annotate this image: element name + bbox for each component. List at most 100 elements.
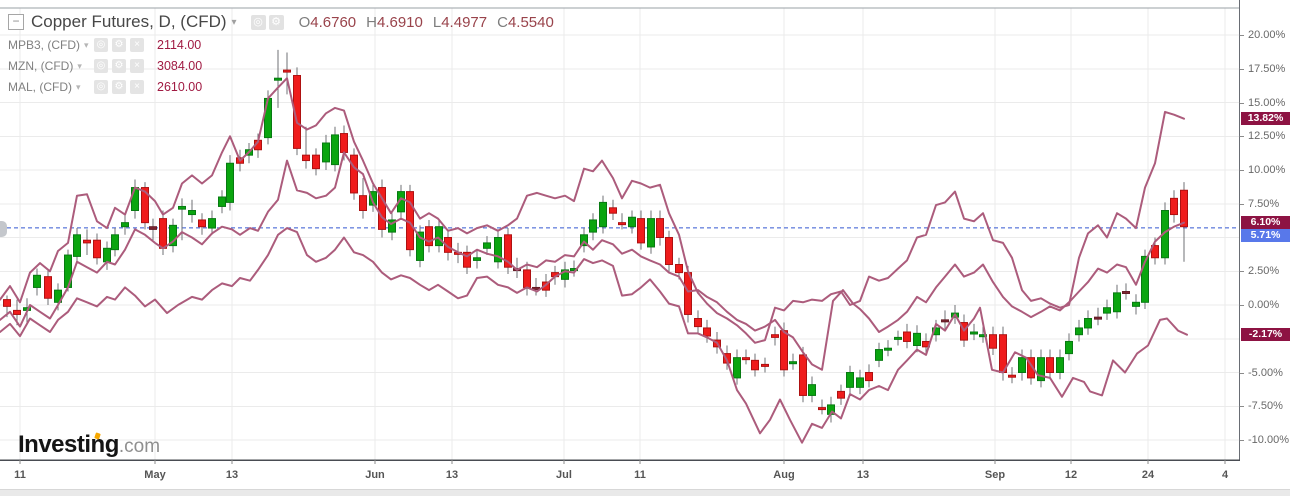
time-axis-label: Jul — [556, 469, 572, 481]
time-axis-label: Jun — [365, 469, 385, 481]
open-label: O — [298, 13, 311, 31]
price-tick-mark — [1240, 271, 1244, 273]
low-value: 4.4977 — [441, 13, 488, 31]
legend-value-mzn: 3084.00 — [157, 59, 203, 73]
candle-body — [761, 363, 769, 367]
candle-body — [302, 154, 310, 162]
chevron-down-icon[interactable]: ▾ — [231, 16, 237, 28]
settings-gear-icon[interactable]: ⚙ — [268, 14, 284, 30]
close-icon[interactable]: × — [130, 38, 144, 52]
chevron-down-icon[interactable]: ▾ — [77, 60, 82, 71]
candle-body — [970, 331, 978, 335]
price-tick-mark — [1240, 203, 1244, 205]
price-axis-label: 15.00% — [1248, 96, 1286, 109]
price-axis-label: 0.00% — [1248, 299, 1280, 311]
candle-body — [1141, 255, 1149, 303]
candle-body — [322, 142, 330, 163]
legend-row-mal: MAL, (CFD) ▾ ◎ ⚙ × 2610.00 — [8, 78, 202, 96]
bottom-scrollbar-strip[interactable] — [0, 489, 1290, 496]
candle-body — [703, 327, 711, 337]
settings-gear-icon[interactable]: ⚙ — [112, 59, 126, 73]
visibility-eye-icon[interactable]: ◎ — [250, 14, 266, 30]
price-tick-mark — [1240, 305, 1244, 306]
chart-header: − Copper Futures, D, (CFD) ▾ ◎ ⚙ O4.6760… — [8, 12, 564, 32]
price-axis-label: -10.00% — [1248, 434, 1289, 446]
candle-body — [561, 269, 569, 280]
last-price-badge: 5.71% — [1241, 229, 1290, 243]
scroll-left-tab[interactable] — [0, 221, 7, 237]
price-tick-mark — [1240, 102, 1244, 104]
candle-body — [647, 218, 655, 248]
candle-body — [378, 187, 386, 230]
candle-body — [33, 274, 41, 288]
time-scale-axis[interactable]: 11 May 13 Jun 13 Jul 11 Aug 13 Sep 12 24 4 — [0, 461, 1240, 489]
price-axis-label: -7.50% — [1248, 400, 1283, 413]
chevron-down-icon[interactable]: ▾ — [76, 81, 81, 92]
candle-body — [93, 239, 101, 259]
candle-body — [293, 75, 301, 149]
close-icon[interactable]: × — [130, 59, 144, 73]
candle-body — [1018, 357, 1026, 373]
candle-body — [1151, 245, 1159, 259]
price-chart-canvas[interactable] — [0, 0, 1240, 496]
overlay-line-middle-band — [0, 151, 1185, 371]
price-tick-mark — [1240, 406, 1244, 408]
series-price-badge: -2.17% — [1241, 327, 1290, 341]
candle-body — [1046, 357, 1054, 373]
candle-body — [865, 372, 873, 382]
legend-value-mal: 2610.00 — [157, 80, 203, 94]
candle-body — [274, 77, 282, 81]
candle-body — [1094, 316, 1102, 320]
candle-body — [483, 242, 491, 249]
investing-logo[interactable]: Investing.com — [18, 431, 160, 459]
candle-body — [283, 69, 291, 73]
visibility-eye-icon[interactable]: ◎ — [94, 38, 108, 52]
price-scale-axis[interactable]: 20.00% 17.50% 15.00% 12.50% 10.00% 7.50% 2.50%… — [1240, 0, 1290, 460]
candle-body — [1065, 340, 1073, 355]
candle-body — [733, 357, 741, 379]
candle-body — [675, 264, 683, 274]
time-axis-label: May — [144, 469, 166, 481]
legend-symbol-mzn[interactable]: MZN, (CFD) — [8, 59, 74, 73]
candle-body — [618, 222, 626, 226]
symbol-title[interactable]: Copper Futures, D, (CFD) — [31, 12, 227, 31]
legend-value-mpb3: 2114.00 — [157, 38, 202, 52]
candle-body — [589, 219, 597, 233]
candle-body — [103, 247, 111, 263]
candle-body — [799, 354, 807, 396]
collapse-pane-icon[interactable]: − — [8, 14, 24, 30]
candle-body — [665, 237, 673, 265]
candle-body — [83, 239, 91, 244]
settings-gear-icon[interactable]: ⚙ — [112, 80, 126, 94]
candle-body — [1037, 357, 1045, 382]
candle-body — [149, 226, 157, 230]
candle-body — [435, 226, 443, 247]
settings-gear-icon[interactable]: ⚙ — [112, 38, 126, 52]
candle-body — [856, 377, 864, 388]
candle-body — [141, 187, 149, 224]
time-axis-label: 24 — [1141, 469, 1155, 481]
logo-suffix: .com — [118, 436, 161, 457]
candle-body — [913, 332, 921, 347]
candle-body — [208, 218, 216, 229]
price-tick-mark — [1240, 372, 1244, 374]
chevron-down-icon[interactable]: ▾ — [84, 39, 89, 50]
ohlc-readout: O4.6760 H4.6910 L4.4977 C4.5540 — [299, 14, 564, 31]
visibility-eye-icon[interactable]: ◎ — [94, 59, 108, 73]
time-axis-label: 4 — [1221, 469, 1229, 481]
candle-body — [226, 162, 234, 203]
series-price-badge: 13.82% — [1241, 111, 1290, 125]
candle-body — [1132, 301, 1140, 307]
candle-body — [1122, 291, 1130, 294]
time-axis-label: 11 — [634, 469, 646, 481]
legend-symbol-mal[interactable]: MAL, (CFD) — [8, 80, 72, 94]
legend-symbol-mpb3[interactable]: MPB3, (CFD) — [8, 38, 80, 52]
price-axis-label: 7.50% — [1248, 197, 1280, 210]
candle-body — [188, 210, 196, 216]
visibility-eye-icon[interactable]: ◎ — [94, 80, 108, 94]
price-axis-label: 17.50% — [1248, 62, 1286, 75]
candle-body — [264, 97, 272, 139]
candle-body — [941, 319, 949, 323]
close-icon[interactable]: × — [130, 80, 144, 94]
